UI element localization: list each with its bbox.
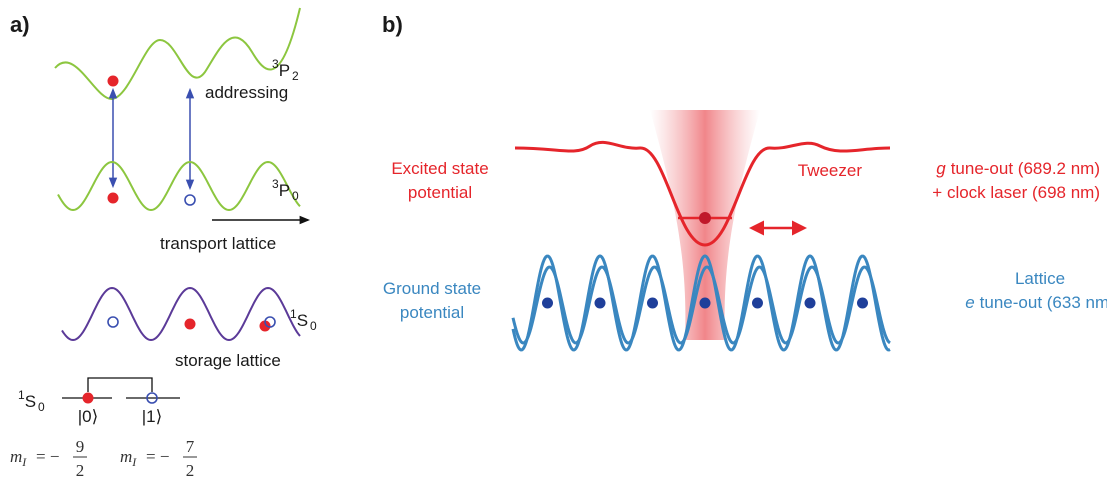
tweezer-detail: + clock laser (698 nm): [932, 183, 1100, 202]
excited-label: Excited state: [391, 159, 488, 178]
ground-label: potential: [400, 303, 464, 322]
math-text: 9: [76, 437, 85, 456]
atom: [83, 393, 94, 404]
figure: a) 3P2 addressing 3P0 transport lattice …: [0, 0, 1107, 484]
atom: [185, 319, 196, 330]
math-text: mI: [10, 447, 27, 469]
lattice-label: Lattice: [1015, 269, 1065, 288]
ket: |0⟩: [78, 407, 99, 426]
lattice-atom: [857, 298, 868, 309]
bracket: [88, 378, 152, 392]
atom: [699, 212, 711, 224]
lattice-atom: [752, 298, 763, 309]
p0-potential: [58, 162, 300, 210]
ground-label: Ground state: [383, 279, 481, 298]
ket: |1⟩: [142, 407, 163, 426]
s0-potential: [62, 288, 300, 340]
atom: [108, 76, 119, 87]
math-text: = −: [36, 447, 59, 466]
lattice-atom: [595, 298, 606, 309]
atom: [185, 195, 195, 205]
atom: [108, 193, 119, 204]
panel-label: b): [382, 12, 403, 37]
math-text: 2: [186, 461, 195, 480]
addressing-label: addressing: [205, 83, 288, 102]
lattice-atom: [542, 298, 553, 309]
lattice-atom: [647, 298, 658, 309]
quantum-number: mI = − 9 2 mI = − 7 2: [10, 437, 197, 480]
atom: [108, 317, 118, 327]
storage-label: storage lattice: [175, 351, 281, 370]
math-text: 7: [186, 437, 195, 456]
math-text: 2: [76, 461, 85, 480]
math-text: = −: [146, 447, 169, 466]
lattice-atom: [805, 298, 816, 309]
math-text: mI: [120, 447, 137, 469]
panel-label: a): [10, 12, 30, 37]
excited-label: potential: [408, 183, 472, 202]
transport-label: transport lattice: [160, 234, 276, 253]
tweezer-label: Tweezer: [798, 161, 863, 180]
lattice-atom: [700, 298, 711, 309]
